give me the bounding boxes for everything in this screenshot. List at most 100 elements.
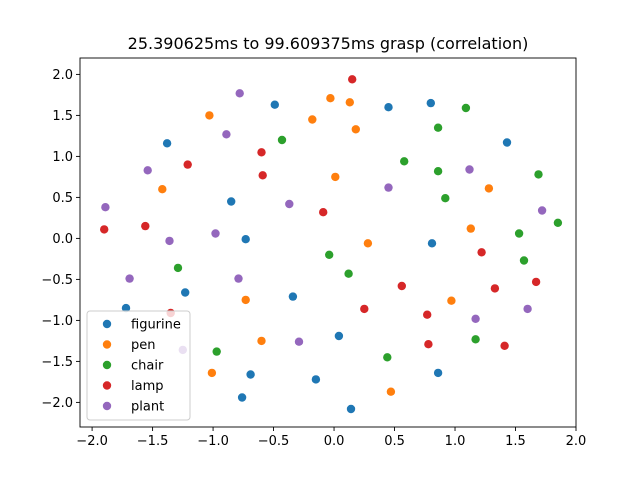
point-figurine-15	[237, 393, 247, 402]
point-chair-1	[277, 135, 287, 145]
legend-label-plant: plant	[131, 400, 164, 415]
series-figurine	[121, 98, 512, 414]
legend-label-figurine: figurine	[131, 318, 181, 333]
y-tick-label-2: −1.0	[41, 314, 73, 329]
legend-marker-plant	[102, 401, 112, 411]
point-lamp-0	[348, 75, 357, 84]
y-tick-label-8: 2.0	[52, 68, 73, 83]
plot-area: −2.0 −1.5 −1.0 −0.5 0.0 0.5 1.0 1.5 2.0 −2.0 −1.5 −…	[41, 57, 586, 449]
point-chair-15	[383, 353, 392, 362]
legend-box	[86, 310, 191, 421]
point-pen-1	[345, 98, 354, 107]
point-chair-2	[433, 123, 443, 132]
point-pen-11	[447, 296, 456, 305]
point-pen-9	[363, 239, 373, 248]
y-tick-label-7: 1.5	[52, 109, 73, 124]
point-figurine-2	[426, 98, 435, 108]
point-lamp-9	[397, 281, 406, 291]
point-plant-7	[537, 206, 547, 215]
point-figurine-11	[334, 331, 344, 341]
y-tick-label-6: 1.0	[52, 150, 73, 165]
point-pen-3	[308, 115, 317, 124]
point-pen-12	[257, 336, 266, 346]
point-plant-14	[294, 337, 304, 346]
point-lamp-1	[257, 148, 266, 157]
point-lamp-7	[477, 248, 486, 257]
legend-label-chair: chair	[131, 359, 164, 374]
point-plant-2	[143, 166, 152, 175]
point-chair-0	[461, 103, 471, 113]
point-plant-9	[165, 236, 174, 246]
point-plant-1	[222, 130, 231, 139]
point-chair-5	[534, 170, 543, 179]
point-figurine-0	[270, 100, 279, 109]
point-chair-12	[344, 269, 353, 278]
y-tick-label-5: 0.5	[52, 191, 73, 206]
legend-marker-chair	[102, 360, 112, 370]
legend-marker-figurine	[102, 319, 112, 329]
point-figurine-3	[162, 139, 172, 148]
y-tick-label-4: 0.0	[52, 232, 73, 247]
point-figurine-8	[181, 288, 190, 297]
point-chair-13	[212, 347, 221, 356]
point-lamp-13	[423, 310, 432, 319]
point-chair-8	[514, 229, 524, 238]
point-figurine-13	[311, 375, 321, 384]
x-tick-label-4: 0.0	[324, 434, 345, 449]
point-pen-2	[205, 111, 214, 120]
y-tick-label-0: −2.0	[41, 396, 73, 411]
point-figurine-5	[227, 197, 236, 206]
x-tick-label-2: −1.0	[197, 434, 229, 449]
point-lamp-6	[141, 221, 150, 231]
point-figurine-10	[121, 303, 131, 313]
point-chair-4	[433, 167, 443, 176]
point-plant-12	[471, 314, 480, 323]
point-figurine-14	[433, 368, 443, 378]
point-figurine-12	[246, 370, 255, 379]
point-figurine-9	[288, 292, 298, 301]
point-plant-11	[234, 274, 243, 283]
point-pen-10	[241, 295, 250, 305]
point-figurine-4	[502, 138, 512, 147]
chart-title: 25.390625ms to 99.609375ms grasp (correl…	[128, 34, 529, 53]
x-tick-label-6: 1.0	[445, 434, 466, 449]
x-tick-label-1: −1.5	[137, 434, 169, 449]
point-figurine-16	[346, 404, 356, 414]
point-chair-9	[325, 250, 334, 259]
point-figurine-7	[427, 239, 437, 248]
point-plant-6	[101, 203, 110, 212]
point-plant-0	[235, 89, 244, 98]
point-figurine-1	[384, 103, 393, 112]
point-pen-7	[484, 184, 494, 193]
point-lamp-15	[500, 341, 509, 350]
legend-marker-pen	[102, 340, 112, 349]
x-tick-label-3: −0.5	[258, 434, 290, 449]
point-lamp-4	[319, 208, 328, 217]
point-plant-4	[384, 183, 393, 192]
y-tick-label-3: −0.5	[41, 273, 73, 288]
point-lamp-5	[100, 225, 109, 234]
point-lamp-10	[490, 284, 500, 293]
point-pen-13	[207, 368, 217, 378]
legend-label-lamp: lamp	[131, 379, 164, 394]
series-pen	[158, 94, 494, 396]
point-chair-7	[553, 218, 563, 227]
point-pen-4	[351, 125, 360, 134]
point-pen-0	[326, 94, 335, 103]
point-lamp-8	[531, 277, 541, 287]
point-plant-8	[211, 229, 220, 238]
point-figurine-6	[241, 235, 250, 244]
point-lamp-11	[360, 304, 369, 314]
point-plant-5	[285, 199, 294, 209]
point-pen-14	[386, 387, 396, 396]
series-chair	[173, 103, 563, 362]
series-lamp	[100, 75, 541, 350]
point-chair-3	[400, 157, 409, 166]
point-chair-11	[173, 263, 183, 273]
point-plant-10	[125, 274, 134, 283]
x-tick-label-5: 0.5	[384, 434, 405, 449]
axes-frame	[79, 57, 577, 428]
point-chair-14	[471, 335, 480, 344]
point-pen-8	[466, 224, 475, 233]
